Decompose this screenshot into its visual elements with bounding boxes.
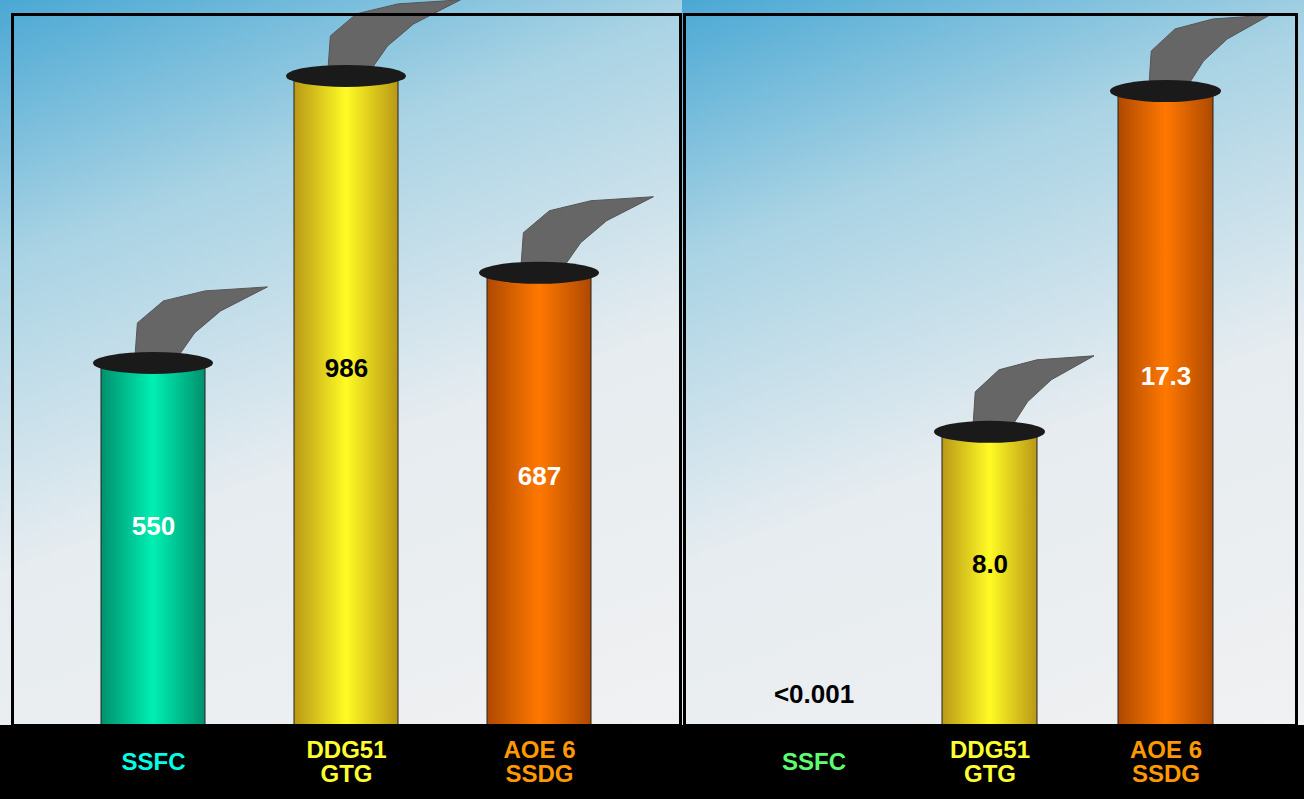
svg-text:AOE 6SSDG: AOE 6SSDG bbox=[1130, 736, 1202, 787]
svg-text:AOE 6SSDG: AOE 6SSDG bbox=[503, 736, 575, 787]
svg-text:DDG51GTG: DDG51GTG bbox=[950, 736, 1030, 787]
svg-text:SSFC: SSFC bbox=[782, 748, 846, 775]
svg-text:8.0: 8.0 bbox=[972, 549, 1008, 579]
svg-text:986: 986 bbox=[325, 353, 368, 383]
svg-text:DDG51GTG: DDG51GTG bbox=[306, 736, 386, 787]
svg-text:550: 550 bbox=[132, 511, 175, 541]
svg-text:SSFC: SSFC bbox=[121, 748, 185, 775]
svg-text:687: 687 bbox=[518, 461, 561, 491]
svg-text:17.3: 17.3 bbox=[1141, 361, 1192, 391]
svg-text:<0.001: <0.001 bbox=[774, 679, 854, 709]
